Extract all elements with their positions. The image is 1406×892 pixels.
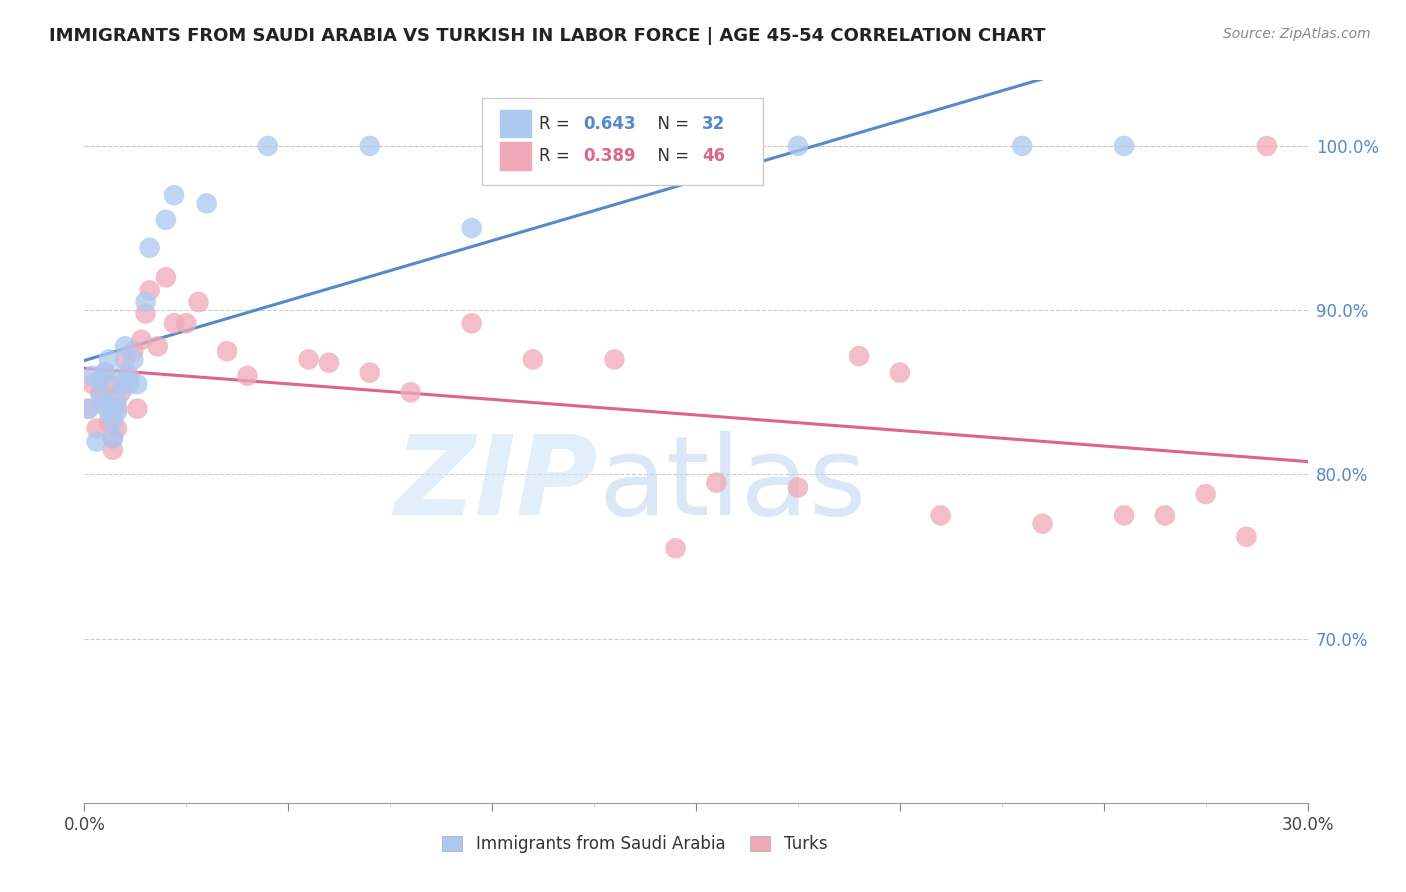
Point xyxy=(101,431,124,445)
Point xyxy=(1234,530,1257,544)
Point xyxy=(86,421,108,435)
Text: atlas: atlas xyxy=(598,432,866,539)
Point xyxy=(138,284,160,298)
Point xyxy=(114,366,136,380)
Point xyxy=(1114,508,1136,523)
Point xyxy=(603,352,626,367)
Point xyxy=(163,316,186,330)
Text: Source: ZipAtlas.com: Source: ZipAtlas.com xyxy=(1223,27,1371,41)
Point xyxy=(82,377,104,392)
Text: R =: R = xyxy=(540,115,575,133)
Point xyxy=(135,306,157,320)
Point xyxy=(105,393,128,408)
Point xyxy=(114,352,136,367)
Text: N =: N = xyxy=(647,115,695,133)
Point xyxy=(101,431,124,445)
Point xyxy=(118,368,141,383)
Point xyxy=(127,377,149,392)
Text: 32: 32 xyxy=(702,115,725,133)
Point xyxy=(146,339,169,353)
Point xyxy=(110,385,132,400)
Point xyxy=(1195,487,1218,501)
Text: R =: R = xyxy=(540,147,575,165)
Point xyxy=(97,352,120,367)
Point xyxy=(114,339,136,353)
Point xyxy=(77,401,100,416)
Point xyxy=(1114,139,1136,153)
Point xyxy=(86,434,108,449)
Point xyxy=(122,352,145,367)
Point xyxy=(1032,516,1054,531)
Bar xyxy=(501,143,531,169)
Point xyxy=(1011,139,1033,153)
Point xyxy=(163,188,186,202)
Point xyxy=(105,405,128,419)
Point xyxy=(848,349,870,363)
Point xyxy=(461,221,484,235)
Point xyxy=(929,508,952,523)
Legend: Immigrants from Saudi Arabia, Turks: Immigrants from Saudi Arabia, Turks xyxy=(436,828,834,860)
Point xyxy=(298,352,321,367)
Point xyxy=(1154,508,1177,523)
Point xyxy=(127,401,149,416)
Text: 46: 46 xyxy=(702,147,725,165)
Point xyxy=(138,241,160,255)
Point xyxy=(257,139,280,153)
Point xyxy=(155,270,177,285)
Point xyxy=(195,196,218,211)
Point xyxy=(359,366,381,380)
Point xyxy=(706,475,728,490)
Point xyxy=(90,388,112,402)
Point xyxy=(101,415,124,429)
Point xyxy=(110,377,132,392)
Point xyxy=(77,401,100,416)
Point xyxy=(105,401,128,416)
Point xyxy=(93,366,115,380)
Point xyxy=(82,368,104,383)
Point xyxy=(236,368,259,383)
Point xyxy=(318,356,340,370)
Point xyxy=(131,333,153,347)
Point xyxy=(97,377,120,392)
Point xyxy=(105,421,128,435)
Text: IMMIGRANTS FROM SAUDI ARABIA VS TURKISH IN LABOR FORCE | AGE 45-54 CORRELATION C: IMMIGRANTS FROM SAUDI ARABIA VS TURKISH … xyxy=(49,27,1046,45)
Point xyxy=(174,316,197,330)
Point xyxy=(187,295,209,310)
Y-axis label: In Labor Force | Age 45-54: In Labor Force | Age 45-54 xyxy=(0,332,8,551)
Point xyxy=(787,481,810,495)
Text: ZIP: ZIP xyxy=(395,432,598,539)
Point xyxy=(97,415,120,429)
Bar xyxy=(501,110,531,137)
Point xyxy=(217,344,239,359)
FancyBboxPatch shape xyxy=(482,98,763,185)
Text: 0.643: 0.643 xyxy=(583,115,636,133)
Point xyxy=(665,541,688,556)
Point xyxy=(122,344,145,359)
Point xyxy=(461,316,484,330)
Point xyxy=(101,442,124,457)
Point xyxy=(399,385,422,400)
Point xyxy=(706,139,728,153)
Point xyxy=(90,385,112,400)
Point xyxy=(90,372,112,386)
Point xyxy=(603,139,626,153)
Point xyxy=(155,212,177,227)
Point xyxy=(93,399,115,413)
Point xyxy=(93,393,115,408)
Point xyxy=(889,366,911,380)
Point xyxy=(93,366,115,380)
Point xyxy=(118,377,141,392)
Point xyxy=(359,139,381,153)
Point xyxy=(787,139,810,153)
Text: 0.389: 0.389 xyxy=(583,147,636,165)
Point xyxy=(522,352,544,367)
Point xyxy=(135,295,157,310)
Text: N =: N = xyxy=(647,147,695,165)
Point xyxy=(1256,139,1278,153)
Point xyxy=(97,405,120,419)
